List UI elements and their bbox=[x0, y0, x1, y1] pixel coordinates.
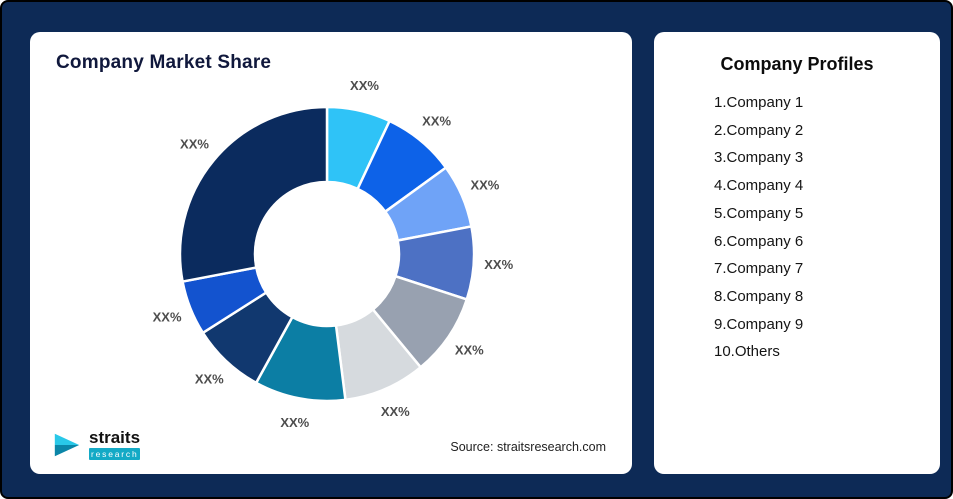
list-item: 8.Company 8 bbox=[714, 287, 804, 305]
slice-label: XX% bbox=[280, 415, 309, 430]
list-item: 1.Company 1 bbox=[714, 94, 804, 111]
slice-label: XX% bbox=[470, 178, 499, 193]
list-item: 2.Company 2 bbox=[714, 121, 804, 139]
source-attribution: Source: straitsresearch.com bbox=[450, 440, 606, 454]
slice-label: XX% bbox=[422, 114, 451, 129]
list-item: 6.Company 6 bbox=[714, 232, 804, 250]
slice-label: XX% bbox=[195, 371, 224, 386]
slice-label: XX% bbox=[381, 404, 410, 419]
profiles-list: 1.Company 1 2.Company 2 3.Company 3 4.Co… bbox=[654, 89, 940, 366]
slice-label: XX% bbox=[484, 257, 513, 272]
slice-label: XX% bbox=[455, 343, 484, 358]
market-share-donut-chart: XX% XX% XX% XX% XX% XX% XX% XX% XX% XX% bbox=[153, 78, 514, 430]
list-item: 5.Company 5 bbox=[714, 204, 804, 222]
straits-research-logo: straits research bbox=[52, 428, 141, 460]
market-share-card: Company Market Share XX% XX% XX% XX% XX% XX% X… bbox=[30, 32, 632, 474]
logo-sub: research bbox=[89, 448, 141, 460]
logo-brand: straits bbox=[89, 428, 141, 447]
list-item: 9.Company 9 bbox=[714, 315, 804, 333]
slice-label: XX% bbox=[350, 78, 379, 93]
chart-title: Company Market Share bbox=[56, 52, 272, 73]
logo-text: straits research bbox=[89, 428, 141, 460]
list-item: 10.Others bbox=[714, 343, 780, 361]
donut-slice-others bbox=[178, 105, 329, 283]
list-item: 4.Company 4 bbox=[714, 177, 804, 195]
slice-label: XX% bbox=[180, 136, 209, 151]
list-item: 3.Company 3 bbox=[714, 149, 804, 167]
company-profiles-card: Company Profiles 1.Company 1 2.Company 2… bbox=[654, 32, 940, 474]
profiles-title: Company Profiles bbox=[720, 54, 874, 74]
straits-logo-icon bbox=[54, 433, 80, 456]
slice-label: XX% bbox=[153, 309, 182, 324]
list-item: 7.Company 7 bbox=[714, 260, 804, 278]
